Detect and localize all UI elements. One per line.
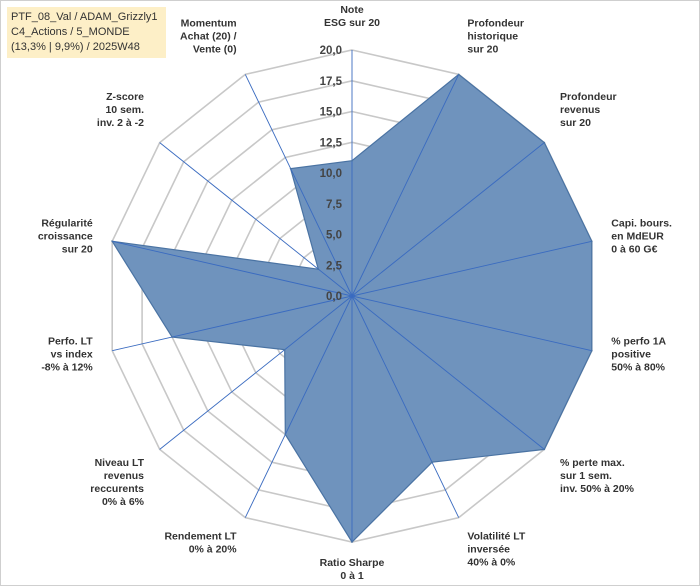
axis-label: Niveau LT revenus reccurents 0% à 6% [90,457,144,508]
axis-label-line: revenus [104,470,144,482]
axis-spoke [351,295,460,518]
axis-label-line: Profondeur [560,91,617,103]
tick-label: 0,0 [326,291,342,303]
axis-label-line: 0 à 1 [340,570,364,582]
axis-label-line: sur 20 [62,243,93,255]
axis-label-line: sur 1 sem. [560,470,612,482]
axis-label-line: vs index [51,349,93,361]
data-point [457,73,460,76]
axis-label-line: croissance [38,230,93,242]
axis-label-line: revenus [560,104,600,116]
tick-label: 2,5 [326,260,343,272]
data-point [351,159,353,162]
axis-label: Momentum Achat (20) / Vente (0) [180,17,237,55]
tick-label: 20,0 [320,45,342,57]
axis-spoke [159,295,353,450]
axis-label-line: positive [611,349,651,361]
axis-label: Note ESG sur 20 [324,4,380,29]
axis-label-line: % perte max. [560,457,625,469]
axis-label: Volatilité LT inversée 40% à 0% [467,531,526,569]
axis-spoke [351,295,592,352]
axis-label-line: Rendement LT [164,531,237,543]
axis-label: Profondeur revenus sur 20 [560,91,617,129]
axis-spoke [112,240,353,297]
axis-spoke [159,142,353,297]
axis-spoke [244,74,353,297]
axis-label-line: Note [340,4,363,16]
chart-title-box: PTF_08_Val / ADAM_Grizzly1 C4_Actions / … [7,7,166,58]
axis-label-line: % perfo 1A [611,336,666,348]
data-point [284,433,287,436]
axis-label-line: inversée [467,544,510,556]
axis-label: Rendement LT 0% à 20% [164,531,237,556]
axis-label: Régularité croissance sur 20 [38,217,93,255]
axis-label-line: sur 20 [560,117,591,129]
axis-label: Profondeur historique sur 20 [467,17,524,55]
axis-label-line: 50% à 80% [611,362,665,374]
axis-label: Capi. bours. en MdEUR 0 à 60 G€ [611,217,672,255]
axis-label: Perfo. LT vs index -8% à 12% [41,336,93,374]
tick-label: 12,5 [320,137,343,149]
data-point [431,461,433,464]
axis-label-line: Ratio Sharpe [320,557,385,569]
tick-label: 7,5 [326,199,343,211]
axis-spoke [351,295,545,450]
axis-label-line: en MdEUR [611,230,664,242]
title-line-1: PTF_08_Val / ADAM_Grizzly1 [11,11,158,23]
axis-label-line: Perfo. LT [48,336,93,348]
axis-label-line: Volatilité LT [467,531,526,543]
data-point [351,541,353,543]
axis-label-line: Capi. bours. [611,217,672,229]
tick-label: 17,5 [320,76,343,88]
axis-label: Ratio Sharpe 0 à 1 [320,557,385,582]
data-point [171,336,173,338]
data-point [289,167,292,170]
axis-label-line: Niveau LT [95,457,145,469]
axis-label-line: reccurents [90,483,144,495]
data-point [543,448,546,451]
data-point [111,240,113,243]
axis-label-line: 0 à 60 G€ [611,243,657,255]
axis-label: % perfo 1A positive 50% à 80% [611,336,666,374]
axis-label-line: 10 sem. [105,104,144,116]
data-point [591,349,593,352]
axis-label-line: Régularité [41,217,93,229]
axis-label-line: inv. 50% à 20% [560,483,635,495]
tick-label: 10,0 [320,168,342,180]
title-line-2: C4_Actions / 5_MONDE [11,26,130,38]
axis-spoke [112,295,353,352]
data-point [283,348,286,351]
title-line-3: (13,3% | 9,9%) / 2025W48 [11,41,140,53]
axis-label-line: ESG sur 20 [324,17,380,29]
axis-label-line: Achat (20) / [180,30,237,42]
axis-label: % perte max. sur 1 sem. inv. 50% à 20% [560,457,635,495]
axis-label-line: 0% à 20% [189,544,238,556]
tick-label: 5,0 [326,230,342,242]
axis-label-line: -8% à 12% [41,362,93,374]
axis-label-line: Vente (0) [193,43,237,55]
axis-label-line: Momentum [181,17,237,29]
data-point [591,240,593,243]
axis-spoke [351,142,545,297]
axis-spoke [351,240,592,297]
data-point [543,141,546,144]
axis-spoke [351,74,460,297]
axis-label-line: inv. 2 à -2 [97,117,144,129]
axis-label-line: sur 20 [467,43,498,55]
axis-label-line: Z-score [106,91,144,103]
axis-label-line: 0% à 6% [102,496,145,508]
axis-label-line: 40% à 0% [467,557,516,569]
axis-label-line: historique [467,30,518,42]
tick-label: 15,0 [320,107,342,119]
axis-label-line: Profondeur [467,17,524,29]
data-point [317,268,320,271]
axis-label: Z-score 10 sem. inv. 2 à -2 [97,91,144,129]
axis-spoke [244,295,353,518]
